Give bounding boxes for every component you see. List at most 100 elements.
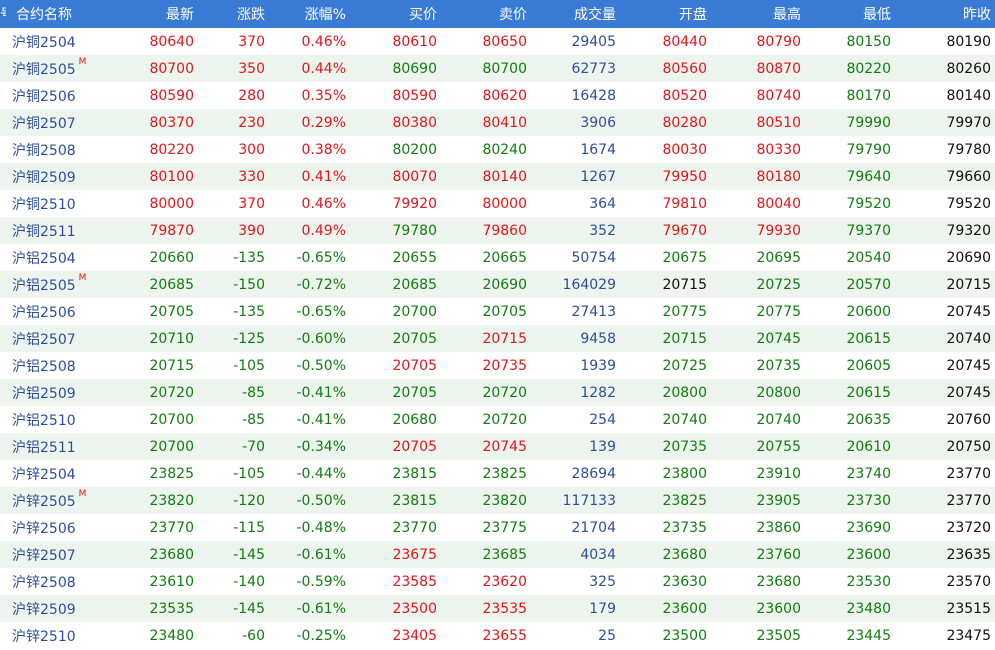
low-cell: 79370 (846, 222, 891, 239)
contract-name-cell[interactable]: 沪铜2511 (6, 217, 86, 244)
low-cell: 23530 (846, 573, 891, 590)
table-row[interactable]: 沪锌2507 23680 -145 -0.61% 23675 23685 4034 23680… (0, 541, 995, 568)
bid-cell: 20705 (392, 330, 437, 347)
header-cell-name[interactable]: 合约名称 (6, 0, 86, 28)
contract-name-cell[interactable]: 沪锌2504 (6, 460, 86, 487)
contract-name-cell[interactable]: 沪铜2507 (6, 109, 86, 136)
prev-close-cell: 23770 (946, 465, 991, 482)
contract-name-cell[interactable]: 沪铜2508 (6, 136, 86, 163)
bid-cell: 20705 (392, 384, 437, 401)
last-cell: 23770 (149, 519, 194, 536)
last-cell: 20705 (149, 303, 194, 320)
high-cell: 20775 (756, 303, 801, 320)
low-cell: 20615 (846, 384, 891, 401)
contract-name-cell[interactable]: 沪铜2504 (6, 28, 86, 55)
prev-close-cell: 79780 (946, 141, 991, 158)
change-cell: -150 (233, 276, 265, 293)
contract-name-cell[interactable]: 沪铜2510 (6, 190, 86, 217)
change-pct-cell: 0.49% (301, 222, 346, 239)
contract-name-cell[interactable]: 沪铝2509 (6, 379, 86, 406)
volume-cell: 1674 (580, 141, 616, 158)
low-cell: 20610 (846, 438, 891, 455)
table-row[interactable]: 沪锌2504 23825 -105 -0.44% 23815 23825 28694 2380… (0, 460, 995, 487)
change-cell: -85 (242, 384, 265, 401)
contract-name-cell[interactable]: 沪锌2506 (6, 514, 86, 541)
open-cell: 23630 (662, 573, 707, 590)
bid-cell: 80590 (392, 87, 437, 104)
header-cell-ask[interactable]: 卖价 (441, 0, 531, 28)
low-cell: 80170 (846, 87, 891, 104)
change-pct-cell: -0.61% (296, 546, 346, 563)
high-cell: 20800 (756, 384, 801, 401)
table-row[interactable]: 沪铜2506 80590 280 0.35% 80590 80620 16428 80520 8… (0, 82, 995, 109)
table-row[interactable]: 沪铜2510 80000 370 0.46% 79920 80000 364 79810 800… (0, 190, 995, 217)
contract-name-cell[interactable]: 沪铝2508 (6, 352, 86, 379)
contract-name-cell[interactable]: 沪铜2505 M (6, 55, 86, 82)
bid-cell: 80690 (392, 60, 437, 77)
header-cell-prefix[interactable]: 号 (0, 0, 6, 28)
table-row[interactable]: 沪锌2508 23610 -140 -0.59% 23585 23620 325 23630 2… (0, 568, 995, 595)
table-row[interactable]: 沪铜2511 79870 390 0.49% 79780 79860 352 79670 799… (0, 217, 995, 244)
table-row[interactable]: 沪铝2508 20715 -105 -0.50% 20705 20735 1939 20725… (0, 352, 995, 379)
contract-name-cell[interactable]: 沪铝2507 (6, 325, 86, 352)
header-cell-change[interactable]: 涨跌 (198, 0, 269, 28)
header-cell-volume[interactable]: 成交量 (531, 0, 620, 28)
contract-name-cell[interactable]: 沪铝2510 (6, 406, 86, 433)
change-pct-cell: -0.44% (296, 465, 346, 482)
table-row[interactable]: 沪铜2505 M 80700 350 0.44% 80690 80700 62773 80560… (0, 55, 995, 82)
main-contract-badge: M (78, 56, 86, 67)
contract-name: 沪铝2508 (12, 358, 76, 375)
contract-name-cell[interactable]: 沪铝2505 M (6, 271, 86, 298)
contract-name-cell[interactable]: 沪锌2510 (6, 622, 86, 649)
table-row[interactable]: 沪铝2506 20705 -135 -0.65% 20700 20705 27413 2077… (0, 298, 995, 325)
ask-cell: 80000 (482, 195, 527, 212)
contract-name: 沪锌2509 (12, 601, 76, 618)
change-pct-cell: -0.60% (296, 330, 346, 347)
table-row[interactable]: 沪锌2509 23535 -145 -0.61% 23500 23535 179 23600 2… (0, 595, 995, 622)
table-row[interactable]: 沪锌2505 M 23820 -120 -0.50% 23815 23820 117133 23… (0, 487, 995, 514)
low-cell: 20540 (846, 249, 891, 266)
table-row[interactable]: 沪铝2509 20720 -85 -0.41% 20705 20720 1282 20800 2… (0, 379, 995, 406)
last-cell: 80000 (149, 195, 194, 212)
table-row[interactable]: 沪锌2506 23770 -115 -0.48% 23770 23775 21704 2373… (0, 514, 995, 541)
contract-name-cell[interactable]: 沪锌2509 (6, 595, 86, 622)
header-cell-change-pct[interactable]: 涨幅% (269, 0, 350, 28)
contract-name-cell[interactable]: 沪铝2511 (6, 433, 86, 460)
contract-name-cell[interactable]: 沪锌2505 M (6, 487, 86, 514)
contract-name-cell[interactable]: 沪铝2504 (6, 244, 86, 271)
last-cell: 20700 (149, 438, 194, 455)
table-row[interactable]: 沪铝2504 20660 -135 -0.65% 20655 20665 50754 2067… (0, 244, 995, 271)
contract-name-cell[interactable]: 沪铝2506 (6, 298, 86, 325)
header-cell-low[interactable]: 最低 (805, 0, 895, 28)
contract-name-cell[interactable]: 沪锌2507 (6, 541, 86, 568)
ask-cell: 23775 (482, 519, 527, 536)
table-row[interactable]: 沪铝2507 20710 -125 -0.60% 20705 20715 9458 20715… (0, 325, 995, 352)
contract-name-cell[interactable]: 沪锌2508 (6, 568, 86, 595)
header-cell-open[interactable]: 开盘 (620, 0, 711, 28)
volume-cell: 1267 (580, 168, 616, 185)
contract-name-cell[interactable]: 沪铜2506 (6, 82, 86, 109)
open-cell: 80280 (662, 114, 707, 131)
table-row[interactable]: 沪铜2509 80100 330 0.41% 80070 80140 1267 79950 80… (0, 163, 995, 190)
table-row[interactable]: 沪铜2504 80640 370 0.46% 80610 80650 29405 80440 8… (0, 28, 995, 55)
contract-name-cell[interactable]: 沪铜2509 (6, 163, 86, 190)
header-cell-last[interactable]: 最新 (86, 0, 198, 28)
last-cell: 80640 (149, 33, 194, 50)
table-row[interactable]: 沪铝2505 M 20685 -150 -0.72% 20685 20690 164029 20… (0, 271, 995, 298)
header-cell-prev-close[interactable]: 昨收 (895, 0, 995, 28)
change-cell: -115 (233, 519, 265, 536)
table-row[interactable]: 沪铝2510 20700 -85 -0.41% 20680 20720 254 20740 20… (0, 406, 995, 433)
volume-cell: 1939 (580, 357, 616, 374)
header-cell-high[interactable]: 最高 (711, 0, 805, 28)
table-row[interactable]: 沪铜2508 80220 300 0.38% 80200 80240 1674 80030 80… (0, 136, 995, 163)
contract-name: 沪铝2507 (12, 331, 76, 348)
ask-cell: 80410 (482, 114, 527, 131)
table-row[interactable]: 沪铜2507 80370 230 0.29% 80380 80410 3906 80280 80… (0, 109, 995, 136)
volume-cell: 25 (598, 627, 616, 644)
open-cell: 80560 (662, 60, 707, 77)
open-cell: 23500 (662, 627, 707, 644)
table-row[interactable]: 沪锌2510 23480 -60 -0.25% 23405 23655 25 23500 235… (0, 622, 995, 649)
table-row[interactable]: 沪铝2511 20700 -70 -0.34% 20705 20745 139 20735 20… (0, 433, 995, 460)
header-cell-bid[interactable]: 买价 (350, 0, 441, 28)
volume-cell: 164029 (562, 276, 616, 293)
